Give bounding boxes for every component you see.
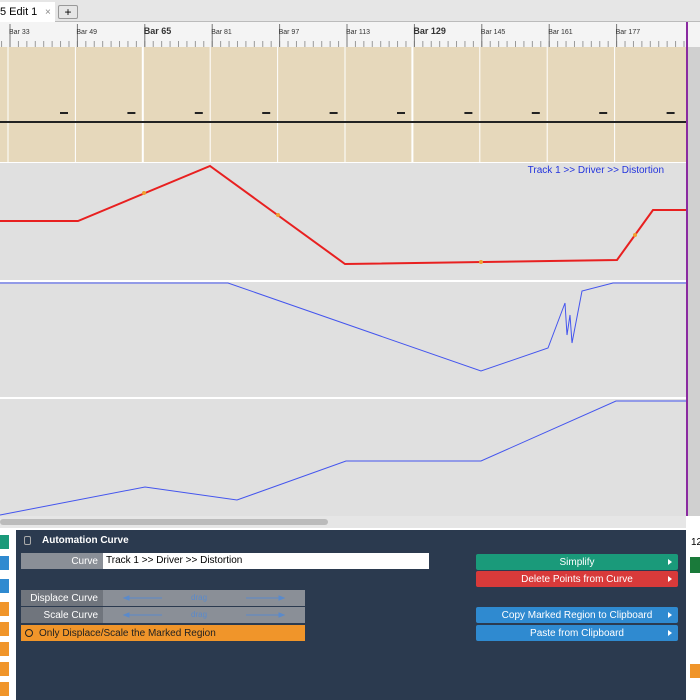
side-button[interactable] xyxy=(0,602,9,616)
toggle-dot xyxy=(25,629,33,637)
side-number: 12 xyxy=(691,537,700,548)
drag-arrows xyxy=(122,595,286,618)
clip xyxy=(0,47,686,162)
automation-curve[interactable] xyxy=(0,400,688,516)
toggle[interactable]: Only Displace/Scale the Marked Region xyxy=(21,625,305,641)
side-button[interactable] xyxy=(0,622,9,636)
scrollbar[interactable] xyxy=(0,516,686,528)
bar-label: Bar 129 xyxy=(413,26,446,36)
lane-2 xyxy=(0,282,686,397)
automation-curve[interactable] xyxy=(0,164,688,266)
curve-handles xyxy=(142,191,637,264)
side-button[interactable] xyxy=(690,557,700,573)
drag-hint: drag xyxy=(191,610,208,619)
side-button[interactable] xyxy=(0,556,9,570)
timeline: Bar 33 Bar 49 Bar 65 Bar 81 Bar 97 Bar 113 Bar… xyxy=(0,22,700,516)
lane-label: Track 1 >> Driver >> Distortion xyxy=(527,165,664,176)
side-button[interactable] xyxy=(0,682,9,696)
side-button[interactable] xyxy=(0,535,9,549)
field-label: Scale Curve xyxy=(21,607,103,623)
curve-field[interactable]: Track 1 >> Driver >> Distortion xyxy=(103,553,429,569)
add-tab[interactable]: + xyxy=(58,5,78,19)
bar-label: Bar 177 xyxy=(616,29,641,36)
side-button[interactable] xyxy=(0,662,9,676)
side-button[interactable] xyxy=(0,642,9,656)
bar-label: Bar 97 xyxy=(279,29,300,36)
field-label: Displace Curve xyxy=(21,590,103,606)
lock-icon[interactable] xyxy=(24,536,31,545)
panel-title: Automation Curve xyxy=(42,535,129,546)
side-button[interactable] xyxy=(0,579,9,593)
left-buttons xyxy=(0,530,16,700)
bar-label: Bar 145 xyxy=(481,29,506,36)
bar-label: Bar 33 xyxy=(9,29,30,36)
bar-label: Bar 161 xyxy=(548,29,573,36)
copy-button[interactable]: Copy Marked Region to Clipboard xyxy=(476,607,678,623)
delete-button[interactable]: Delete Points from Curve xyxy=(476,571,678,587)
clip-bar-lines xyxy=(7,47,675,162)
side-strip xyxy=(686,47,700,516)
simplify-button[interactable]: Simplify xyxy=(476,554,678,570)
automation-panel: Automation Curve Curve Track 1 >> Driver… xyxy=(16,530,686,700)
lane-3 xyxy=(0,399,686,516)
tab-bar: 5 Edit 1 × + xyxy=(0,0,700,22)
drag-hint: drag xyxy=(191,593,208,602)
bar-label: Bar 113 xyxy=(346,29,370,36)
paste-button[interactable]: Paste from Clipboard xyxy=(476,625,678,641)
bar-label: Bar 49 xyxy=(76,29,97,36)
side-button[interactable] xyxy=(690,664,700,678)
bar-label: Bar 81 xyxy=(211,29,232,36)
ruler-ticks: Bar 33 Bar 49 Bar 65 Bar 81 Bar 97 Bar 113 Bar… xyxy=(1,24,685,47)
tab[interactable]: 5 Edit 1 × xyxy=(0,2,55,22)
bar-label: Bar 65 xyxy=(144,26,172,36)
field-label: Curve xyxy=(21,553,103,569)
tab-title: 5 Edit 1 xyxy=(0,6,38,18)
tab-close[interactable]: × xyxy=(45,6,51,18)
automation-curve[interactable] xyxy=(0,282,688,372)
scroll-thumb[interactable] xyxy=(0,519,328,525)
